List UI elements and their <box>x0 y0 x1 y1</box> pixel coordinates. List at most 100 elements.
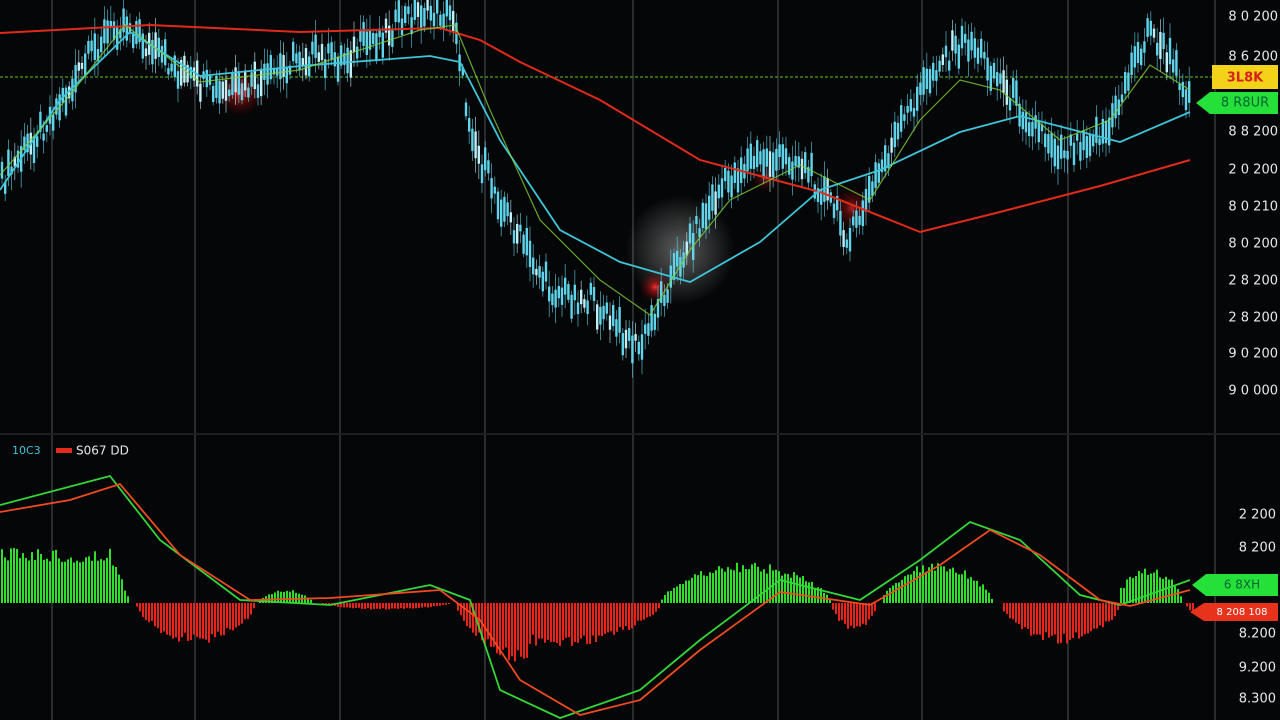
histogram-bar <box>856 603 858 627</box>
histogram-bar <box>121 579 123 603</box>
candle-body <box>1034 115 1037 129</box>
candle-body <box>848 227 852 252</box>
histogram-bar <box>799 577 801 603</box>
candle-body <box>1184 89 1188 111</box>
candle-body <box>884 145 887 172</box>
histogram-bar <box>166 603 168 635</box>
candle-body <box>276 67 279 76</box>
histogram-bar <box>502 603 504 650</box>
histogram-bar <box>247 603 249 619</box>
candle-body <box>1047 134 1050 154</box>
histogram-bar <box>1150 573 1152 603</box>
histogram-bar <box>439 603 441 606</box>
candle-body <box>711 184 714 211</box>
candle-body <box>544 261 548 282</box>
candle-body <box>477 145 480 164</box>
candle-body <box>775 148 778 171</box>
histogram-bar <box>790 577 792 603</box>
histogram-bar <box>967 578 969 603</box>
candle-body <box>138 19 141 43</box>
histogram-bar <box>622 603 624 630</box>
histogram-bar <box>415 603 417 609</box>
histogram-bar <box>970 577 972 603</box>
candle-body <box>400 18 404 36</box>
candle-body <box>263 63 266 80</box>
candle-body <box>976 47 980 64</box>
slow-ma <box>0 23 1191 234</box>
histogram-bar <box>1075 603 1077 633</box>
candle-body <box>765 148 768 167</box>
histogram-bar <box>442 603 444 605</box>
candle-body <box>1069 134 1072 146</box>
candle-body <box>1104 120 1108 144</box>
candle-body <box>532 257 535 275</box>
candle-body <box>375 33 378 62</box>
histogram-bar <box>655 603 657 612</box>
histogram-bar <box>1087 603 1089 634</box>
histogram-bar <box>523 603 525 659</box>
candle-body <box>362 22 365 46</box>
histogram-bar <box>658 603 660 609</box>
candle-body <box>832 203 836 218</box>
candle-body <box>736 168 740 193</box>
histogram-bar <box>556 603 558 644</box>
histogram-bar <box>541 603 543 639</box>
histogram-bar <box>874 603 876 612</box>
histogram-bar <box>607 603 609 633</box>
histogram-bar <box>1072 603 1074 639</box>
histogram-bar <box>868 603 870 620</box>
histogram-bar <box>922 565 924 603</box>
histogram-bar <box>850 603 852 626</box>
candle-body <box>432 12 436 27</box>
candle-body <box>919 82 922 95</box>
histogram-bar <box>310 599 312 603</box>
histogram-bar <box>604 603 606 634</box>
histogram-bar <box>574 603 576 642</box>
candle-body <box>797 156 800 168</box>
histogram-bar <box>979 586 981 603</box>
candle-body <box>791 161 794 180</box>
histogram-bar <box>148 603 150 623</box>
macd-axis-label: 8.200 <box>1239 627 1276 642</box>
histogram-bar <box>106 557 108 603</box>
histogram-bar <box>973 580 975 603</box>
histogram-bar <box>664 595 666 603</box>
candle-body <box>768 151 772 177</box>
histogram-bar <box>103 560 105 603</box>
candle-body <box>154 32 157 59</box>
histogram-bar <box>61 561 63 603</box>
macd-histogram <box>1 548 1194 662</box>
candle-body <box>912 107 916 117</box>
histogram-bar <box>865 603 867 625</box>
candle-body <box>957 44 960 69</box>
histogram-bar <box>1045 603 1047 633</box>
histogram-bar <box>376 603 378 609</box>
candle-body <box>656 299 660 318</box>
histogram-bar <box>235 603 237 628</box>
candle-body <box>186 64 189 83</box>
histogram-bar <box>31 552 33 603</box>
candle-body <box>119 29 122 39</box>
candle-body <box>551 293 554 306</box>
histogram-bar <box>694 574 696 603</box>
histogram-bar <box>697 575 699 603</box>
histogram-bar <box>619 603 621 628</box>
histogram-bar <box>118 574 120 603</box>
histogram-bar <box>1189 603 1191 611</box>
histogram-bar <box>754 562 756 603</box>
histogram-bar <box>208 603 210 643</box>
candle-body <box>340 45 343 66</box>
candle-body <box>519 224 522 232</box>
histogram-bar <box>532 603 534 635</box>
macd-axis-label: 9.200 <box>1239 661 1276 676</box>
histogram-bar <box>562 603 564 641</box>
candle-body <box>298 51 301 71</box>
candle-body <box>480 164 484 184</box>
histogram-bar <box>847 603 849 629</box>
candle-body <box>356 46 359 59</box>
candle-body <box>183 55 186 83</box>
histogram-bar <box>487 603 489 640</box>
candle-body <box>176 71 180 89</box>
price-axis-label: 8 0 210 <box>1228 200 1278 215</box>
